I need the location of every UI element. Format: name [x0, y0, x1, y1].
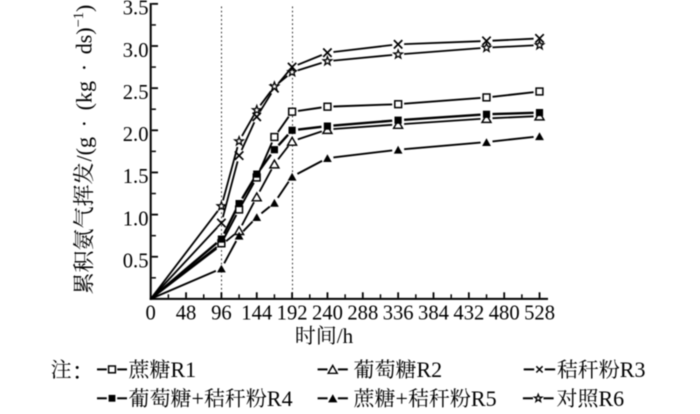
svg-text:384: 384 — [418, 303, 449, 325]
svg-text:96: 96 — [211, 303, 232, 325]
svg-text:1.5: 1.5 — [123, 166, 149, 188]
svg-text:R4: R4 — [267, 386, 293, 409]
svg-text:1.0: 1.0 — [123, 208, 149, 230]
svg-text:2.5: 2.5 — [123, 82, 149, 104]
svg-text:0.5: 0.5 — [123, 251, 149, 273]
svg-text:R6: R6 — [599, 386, 625, 409]
svg-text:3.5: 3.5 — [123, 0, 149, 20]
svg-text:528: 528 — [524, 303, 555, 325]
svg-text:R3: R3 — [620, 357, 646, 382]
svg-text:336: 336 — [383, 303, 414, 325]
svg-text:+: + — [396, 386, 408, 409]
svg-text:432: 432 — [453, 303, 484, 325]
svg-text:0: 0 — [146, 303, 156, 325]
svg-text:2.0: 2.0 — [123, 124, 149, 146]
svg-text:R1: R1 — [171, 357, 197, 382]
svg-text:/(g·(kg·ds)−1): /(g·(kg·ds)−1) — [71, 5, 97, 162]
svg-text:480: 480 — [489, 303, 520, 325]
svg-text:144: 144 — [241, 303, 272, 325]
svg-text:R2: R2 — [417, 357, 443, 382]
svg-text:3.0: 3.0 — [123, 40, 149, 62]
svg-text:R5: R5 — [471, 386, 497, 409]
svg-text:288: 288 — [347, 303, 378, 325]
svg-text:48: 48 — [176, 303, 197, 325]
svg-text:240: 240 — [312, 303, 343, 325]
svg-text:+: + — [192, 386, 204, 409]
svg-text:192: 192 — [277, 303, 308, 325]
svg-text:/h: /h — [337, 324, 354, 348]
